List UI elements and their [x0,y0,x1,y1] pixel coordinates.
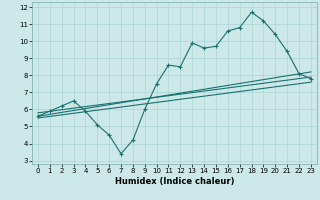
X-axis label: Humidex (Indice chaleur): Humidex (Indice chaleur) [115,177,234,186]
